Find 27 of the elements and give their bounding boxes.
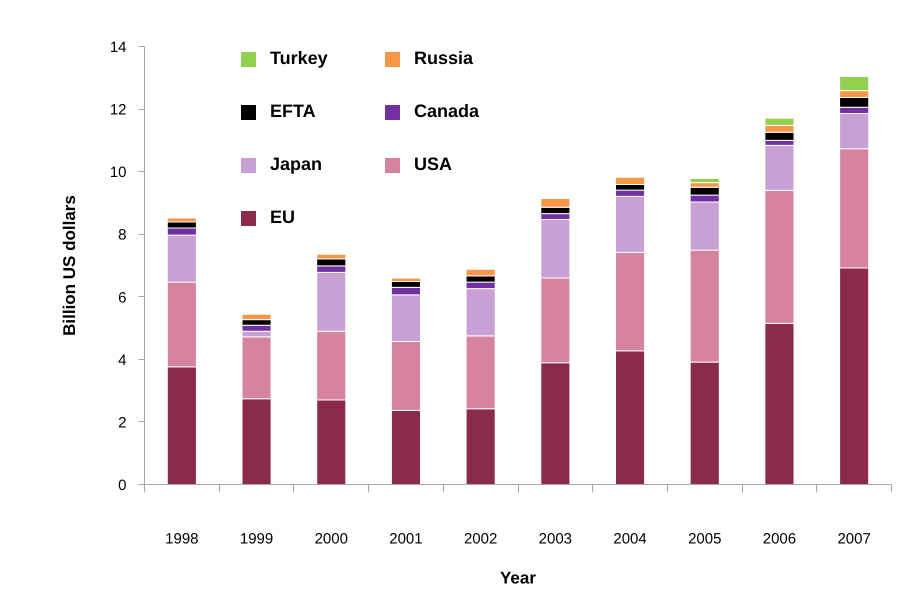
legend-label: USA bbox=[414, 154, 454, 175]
legend-label: Japan bbox=[270, 154, 324, 175]
legend-label: Turkey bbox=[270, 48, 329, 69]
x-tick-label: 2005 bbox=[688, 530, 722, 548]
y-tick-label: 6 bbox=[118, 289, 126, 306]
x-tick-label: 2003 bbox=[538, 530, 572, 548]
y-tick-label: 4 bbox=[118, 352, 126, 369]
y-tick-label: 10 bbox=[110, 164, 127, 182]
y-tick-label: 14 bbox=[110, 39, 127, 56]
y-axis-title: Billion US dollars bbox=[60, 195, 79, 336]
x-tick-label: 1998 bbox=[165, 530, 199, 548]
x-tick-label: 2006 bbox=[762, 530, 796, 548]
y-tick-label: 0 bbox=[118, 477, 126, 494]
legend-label: Canada bbox=[414, 101, 480, 122]
x-tick-label: 1999 bbox=[240, 530, 274, 548]
legend-label: EFTA bbox=[270, 101, 317, 122]
y-tick-label: 12 bbox=[110, 102, 127, 119]
x-tick-label: 2007 bbox=[837, 530, 871, 548]
x-tick-label: 2004 bbox=[613, 530, 647, 548]
x-tick-label: 2001 bbox=[389, 530, 423, 548]
x-axis-title: Year bbox=[500, 568, 536, 588]
x-tick-label: 2000 bbox=[314, 530, 348, 548]
legend-label: EU bbox=[270, 207, 296, 228]
y-tick-label: 8 bbox=[118, 226, 126, 244]
y-tick-label: 2 bbox=[118, 414, 126, 432]
legend-label: Russia bbox=[414, 48, 474, 69]
x-tick-label: 2002 bbox=[464, 530, 498, 548]
